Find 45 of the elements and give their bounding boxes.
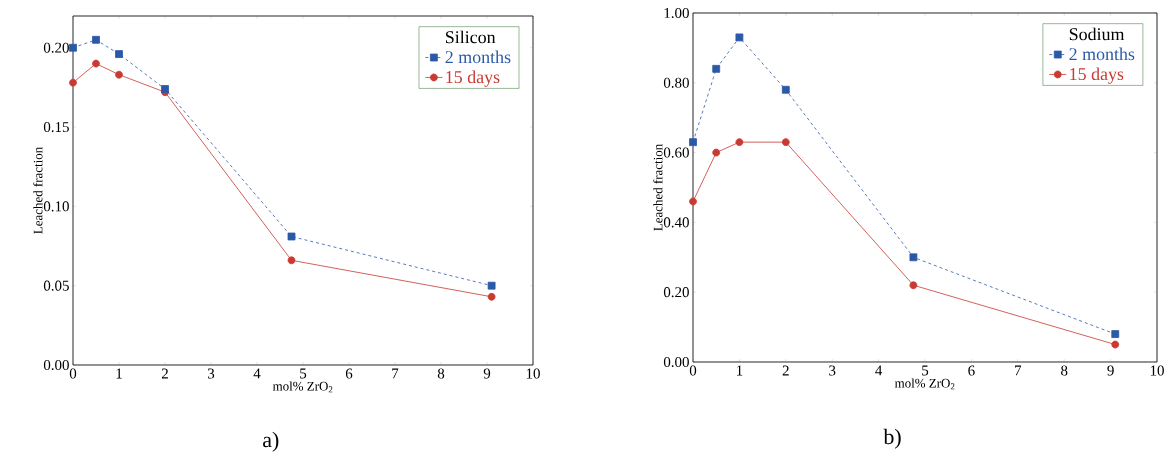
x-tick-label: 2 bbox=[161, 368, 168, 379]
x-tick-label: 4 bbox=[875, 365, 883, 376]
y-tick-label: 1.00 bbox=[664, 7, 689, 19]
x-tick-label: 5 bbox=[300, 368, 307, 379]
text: b) bbox=[883, 428, 901, 449]
y-tick-label: 0.00 bbox=[663, 356, 689, 368]
x-tick-label: 9 bbox=[1107, 365, 1114, 376]
x-tick-label: 7 bbox=[392, 368, 399, 379]
y-tick-label: 0.20 bbox=[663, 287, 689, 298]
x-tick-label: 9 bbox=[483, 368, 491, 379]
legend-label: 2 months bbox=[1069, 47, 1135, 61]
text: a) bbox=[263, 431, 279, 452]
x-tick-label: 6 bbox=[345, 368, 353, 379]
x-tick-label: 1 bbox=[116, 368, 122, 379]
y-tick-label: 0.10 bbox=[43, 201, 69, 212]
y-tick-label: 0.20 bbox=[43, 42, 69, 53]
x-tick-label: 6 bbox=[968, 365, 975, 376]
legend-label: 2 months bbox=[445, 50, 511, 64]
y-tick-label: 0.40 bbox=[663, 217, 689, 228]
legend-title: Sodium bbox=[1069, 27, 1125, 41]
legend-title: Silicon bbox=[445, 30, 496, 44]
x-axis-title: mol% ZrO$_{2}$ bbox=[894, 378, 955, 390]
y-tick-label: 0.05 bbox=[43, 280, 69, 291]
legend-label: 15 days bbox=[1070, 67, 1124, 84]
x-tick-label: 10 bbox=[1150, 365, 1164, 376]
y-tick-label: 0.80 bbox=[663, 77, 689, 88]
y-axis-title: Leached fraction bbox=[33, 147, 43, 234]
x-tick-label: 8 bbox=[1061, 365, 1068, 376]
x-tick-label: 2 bbox=[782, 365, 789, 376]
y-tick-label: 0.15 bbox=[43, 121, 69, 133]
x-tick-label: 1 bbox=[736, 365, 743, 376]
x-axis-title: mol% ZrO$_{2}$ bbox=[272, 381, 333, 393]
x-tick-label: 8 bbox=[437, 368, 445, 379]
x-tick-label: 0 bbox=[69, 368, 77, 379]
x-tick-label: 4 bbox=[253, 368, 261, 379]
y-tick-label: 0.00 bbox=[43, 359, 69, 371]
y-tick-label: 0.60 bbox=[663, 147, 689, 158]
x-tick-label: 3 bbox=[207, 368, 215, 379]
x-tick-label: 5 bbox=[922, 365, 929, 376]
x-tick-label: 7 bbox=[1015, 365, 1022, 376]
y-axis-title: Leached fraction bbox=[653, 144, 663, 231]
legend-label: 15 days bbox=[446, 70, 500, 87]
x-tick-label: 3 bbox=[829, 365, 836, 376]
x-tick-label: 0 bbox=[689, 365, 697, 376]
x-tick-label: 10 bbox=[526, 368, 540, 379]
